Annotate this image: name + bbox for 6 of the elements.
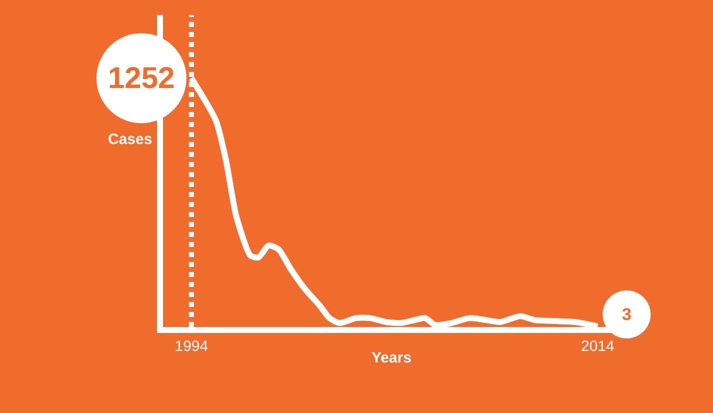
x-tick-label: 2014 bbox=[580, 338, 614, 355]
y-axis-title: Cases bbox=[108, 131, 152, 148]
x-axis-title: Years bbox=[371, 350, 412, 366]
x-tick-label: 1994 bbox=[174, 338, 208, 355]
data-label: 1252 bbox=[108, 62, 175, 95]
data-label: 3 bbox=[622, 305, 632, 324]
